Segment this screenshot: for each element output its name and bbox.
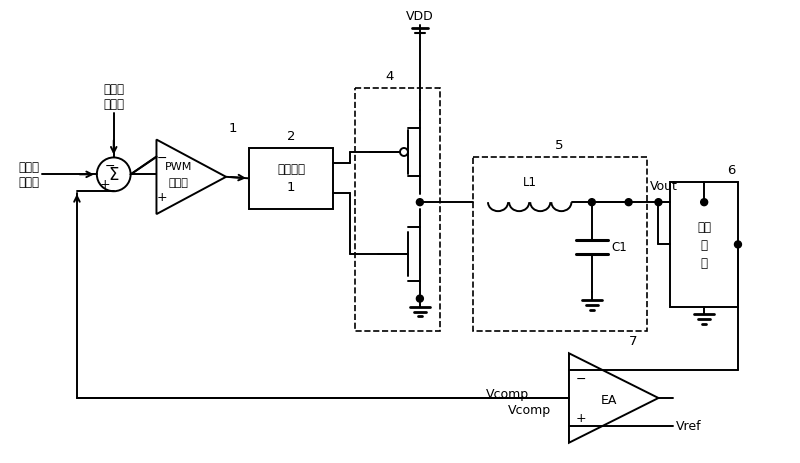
Text: Vout: Vout	[650, 180, 678, 193]
Text: 电流采
样信号: 电流采 样信号	[103, 82, 124, 111]
Text: 比较器: 比较器	[168, 177, 188, 188]
Text: 网: 网	[701, 238, 708, 251]
Text: C1: C1	[612, 241, 627, 254]
Bar	[355, 89, 440, 332]
Text: +: +	[157, 191, 168, 204]
Text: 1: 1	[229, 121, 238, 134]
Circle shape	[655, 199, 662, 206]
Circle shape	[588, 199, 595, 206]
Text: Vcomp: Vcomp	[486, 387, 530, 400]
Bar	[473, 158, 646, 332]
Text: Σ: Σ	[109, 166, 119, 184]
Text: 1: 1	[287, 181, 295, 194]
Circle shape	[417, 295, 423, 302]
Text: −: −	[576, 372, 586, 385]
Text: 斜坡补
偿信号: 斜坡补 偿信号	[18, 161, 39, 189]
Text: Vref: Vref	[676, 419, 702, 432]
Circle shape	[701, 199, 708, 206]
Text: 驱动电路: 驱动电路	[277, 163, 305, 175]
Text: 5: 5	[555, 139, 564, 152]
Bar	[670, 183, 738, 307]
Text: Vcomp: Vcomp	[508, 403, 550, 416]
Circle shape	[734, 241, 742, 248]
Text: 2: 2	[287, 129, 295, 142]
Circle shape	[625, 199, 632, 206]
Text: 4: 4	[386, 70, 394, 83]
Text: −: −	[105, 160, 115, 173]
Text: 7: 7	[630, 335, 638, 348]
Text: 6: 6	[728, 164, 736, 177]
Bar	[249, 148, 334, 210]
Text: 反馈: 反馈	[697, 220, 711, 233]
Text: +: +	[99, 177, 110, 190]
Text: VDD: VDD	[406, 10, 434, 23]
Text: PWM: PWM	[165, 162, 192, 171]
Circle shape	[417, 199, 423, 206]
Text: +: +	[575, 412, 586, 425]
Text: EA: EA	[601, 394, 617, 407]
Text: L1: L1	[522, 176, 537, 189]
Text: −: −	[157, 151, 168, 164]
Text: 络: 络	[701, 256, 708, 269]
